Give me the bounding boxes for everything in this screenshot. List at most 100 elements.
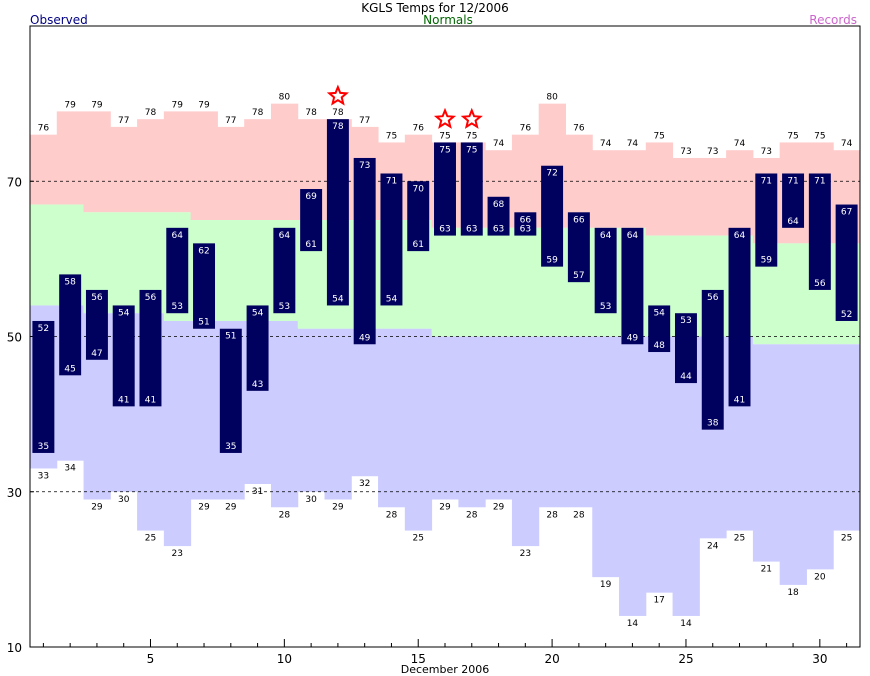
observed-low-label: 51 xyxy=(198,318,209,328)
record-high-label: 79 xyxy=(91,100,103,110)
observed-bar xyxy=(166,227,189,314)
record-low-label: 29 xyxy=(439,503,451,513)
observed-low-label: 53 xyxy=(172,302,183,312)
normal-band xyxy=(431,227,459,337)
observed-low-label: 38 xyxy=(707,419,719,429)
record-low-band xyxy=(190,320,218,500)
record-low-label: 25 xyxy=(841,534,852,544)
record-low-band xyxy=(619,336,647,616)
observed-bar xyxy=(541,165,564,267)
observed-high-label: 71 xyxy=(814,176,825,186)
observed-bar xyxy=(755,173,778,267)
record-high-label: 78 xyxy=(145,108,157,118)
observed-low-label: 49 xyxy=(627,333,639,343)
record-low-band xyxy=(565,336,593,508)
record-low-band xyxy=(752,344,781,562)
record-low-band xyxy=(297,328,326,492)
observed-bar xyxy=(326,119,349,306)
record-star-icon xyxy=(326,84,349,106)
observed-high-label: 78 xyxy=(332,122,344,132)
record-high-label: 77 xyxy=(118,116,129,126)
observed-high-label: 67 xyxy=(841,208,852,218)
record-low-band xyxy=(163,320,192,547)
record-high-label: 75 xyxy=(787,131,798,141)
observed-low-label: 54 xyxy=(386,294,398,304)
plot-area: 10 30 50 70 5 10 15 20 25 30 52 35 58 45 56 47 54 41 56 41 6… xyxy=(7,25,861,666)
record-low-label: 24 xyxy=(707,541,719,551)
observed-high-label: 66 xyxy=(573,215,585,225)
observed-bar xyxy=(648,305,671,353)
record-high-label: 75 xyxy=(386,131,397,141)
y-tick-label: 10 xyxy=(7,641,22,655)
observed-low-label: 41 xyxy=(145,395,156,405)
x-tick-label: 30 xyxy=(812,652,827,666)
observed-low-label: 35 xyxy=(225,442,236,452)
record-high-band xyxy=(244,119,272,221)
normal-band xyxy=(244,220,272,321)
observed-low-label: 59 xyxy=(546,256,558,266)
record-low-label: 25 xyxy=(734,534,745,544)
record-high-label: 75 xyxy=(439,131,450,141)
observed-high-label: 51 xyxy=(225,332,236,342)
observed-high-label: 71 xyxy=(787,176,798,186)
observed-bar xyxy=(85,289,108,360)
record-low-band xyxy=(833,344,861,531)
record-high-label: 80 xyxy=(279,93,291,103)
x-tick-label: 20 xyxy=(544,652,559,666)
record-high-band xyxy=(699,157,727,236)
record-low-label: 18 xyxy=(787,588,799,598)
record-low-label: 31 xyxy=(252,487,263,497)
observed-low-label: 49 xyxy=(359,333,371,343)
record-low-band xyxy=(431,336,459,500)
record-high-label: 76 xyxy=(520,124,532,134)
record-high-label: 76 xyxy=(412,124,424,134)
record-low-label: 28 xyxy=(386,510,398,520)
observed-high-label: 54 xyxy=(653,308,665,318)
record-low-label: 29 xyxy=(493,503,505,513)
observed-bar xyxy=(701,289,724,430)
observed-high-label: 75 xyxy=(439,145,450,155)
observed-bar xyxy=(300,189,323,252)
observed-low-label: 53 xyxy=(600,302,611,312)
observed-low-label: 63 xyxy=(520,225,531,235)
normal-band xyxy=(511,227,540,337)
observed-high-label: 71 xyxy=(386,176,397,186)
observed-low-label: 35 xyxy=(38,442,49,452)
record-low-label: 33 xyxy=(38,471,49,481)
observed-bar xyxy=(59,274,82,376)
observed-high-label: 72 xyxy=(546,169,557,179)
record-high-label: 73 xyxy=(680,147,691,157)
y-tick-label: 30 xyxy=(7,486,22,500)
observed-high-label: 54 xyxy=(118,308,130,318)
observed-low-label: 48 xyxy=(653,341,665,351)
observed-bar xyxy=(32,320,55,453)
observed-high-label: 62 xyxy=(198,246,209,256)
x-tick-label: 10 xyxy=(277,652,292,666)
normal-band xyxy=(485,227,513,337)
observed-bar xyxy=(514,212,537,236)
record-low-band xyxy=(645,336,674,593)
legend-normals: Normals xyxy=(423,13,473,27)
observed-high-label: 64 xyxy=(600,231,612,241)
observed-bar xyxy=(835,204,858,321)
observed-high-label: 71 xyxy=(761,176,772,186)
record-high-label: 74 xyxy=(493,139,505,149)
record-high-label: 77 xyxy=(359,116,370,126)
record-high-band xyxy=(30,134,58,205)
record-low-label: 28 xyxy=(466,510,478,520)
legend-observed: Observed xyxy=(30,13,88,27)
record-low-label: 29 xyxy=(91,503,103,513)
observed-bar xyxy=(112,305,135,407)
record-low-band xyxy=(485,336,513,500)
record-high-band xyxy=(110,126,138,213)
record-high-label: 75 xyxy=(814,131,825,141)
record-low-band xyxy=(378,328,406,508)
record-high-band xyxy=(592,150,620,228)
observed-high-label: 52 xyxy=(38,324,49,334)
observed-bar xyxy=(728,227,751,407)
record-low-band xyxy=(806,344,834,570)
record-low-label: 25 xyxy=(412,534,423,544)
record-low-band xyxy=(270,320,299,508)
observed-low-label: 64 xyxy=(787,217,799,227)
